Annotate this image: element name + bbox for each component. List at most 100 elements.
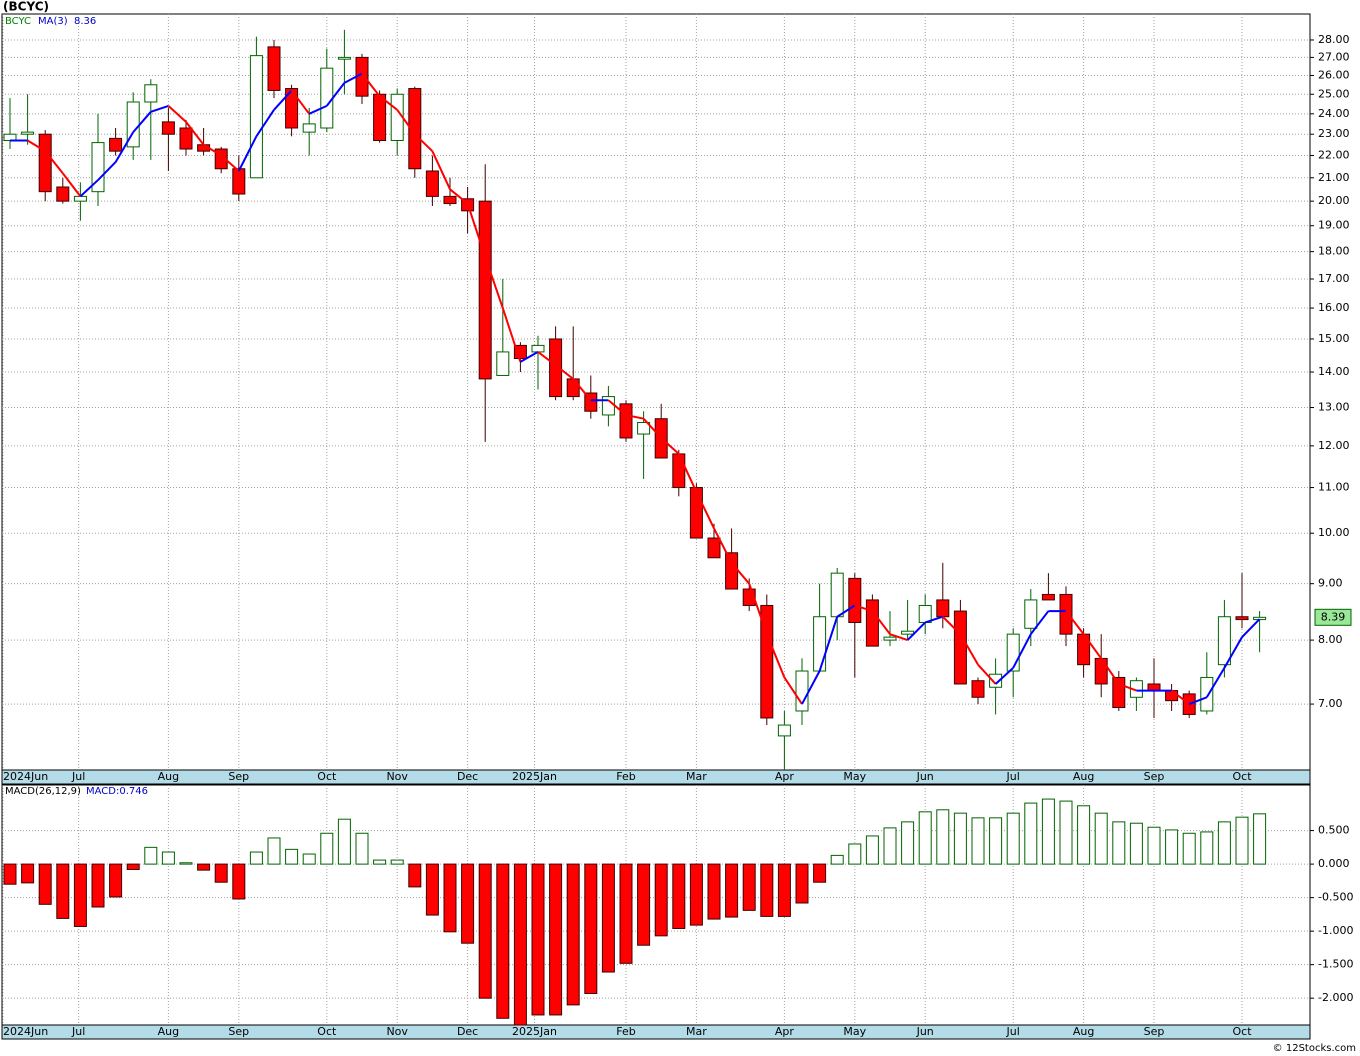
macd-bar xyxy=(425,863,439,916)
macd-bar xyxy=(830,854,844,865)
y-tick-label: 24.00 xyxy=(1318,107,1350,120)
macd-bar xyxy=(637,863,651,946)
x-tick-label: May xyxy=(843,1025,866,1038)
candle-body xyxy=(813,616,827,672)
x-tick-label: Jul xyxy=(71,770,85,783)
ma-line-segment xyxy=(501,307,522,363)
candle-body xyxy=(848,577,862,623)
ma-line-segment xyxy=(801,670,821,705)
macd-bar xyxy=(1147,826,1161,865)
candle-body xyxy=(883,636,897,641)
x-tick-label: Jul xyxy=(71,1025,85,1038)
macd-bar xyxy=(91,863,105,908)
y-tick-label: 13.00 xyxy=(1318,401,1350,414)
macd-bar xyxy=(267,837,281,865)
macd-bar xyxy=(1006,812,1020,865)
candle-body xyxy=(1112,676,1126,709)
ma-line-segment xyxy=(660,437,680,455)
ma-line-segment xyxy=(1012,633,1032,669)
candle-body xyxy=(390,93,404,141)
macd-bar xyxy=(337,818,351,865)
ma-line-segment xyxy=(906,621,926,641)
candle-body xyxy=(179,127,193,150)
ma-line-segment xyxy=(203,143,222,157)
candle-body xyxy=(38,133,52,193)
ma-line-segment xyxy=(44,150,64,174)
candle-body xyxy=(73,195,87,202)
candle-body xyxy=(1217,616,1231,666)
macd-bar xyxy=(601,863,615,973)
ma-line-segment xyxy=(273,89,293,111)
candle-body xyxy=(109,137,123,152)
x-tick-label: Apr xyxy=(775,1025,795,1038)
macd-bar xyxy=(1235,816,1249,865)
ma-line-segment xyxy=(290,89,310,115)
ma-line-segment xyxy=(27,139,46,153)
ma-line-segment xyxy=(185,121,205,146)
x-tick-label: Mar xyxy=(686,770,707,783)
macd-bar xyxy=(1165,829,1179,865)
ma-line-segment xyxy=(414,133,434,152)
macd-bar xyxy=(21,863,35,884)
x-tick-label: 2024Jun xyxy=(3,770,48,783)
candle-body xyxy=(531,344,545,353)
copyright: © 12Stocks.com xyxy=(1273,1043,1356,1054)
candle-body xyxy=(320,67,334,129)
macd-bar xyxy=(373,859,387,865)
y-tick-label: 10.00 xyxy=(1318,526,1350,539)
x-tick-label: Nov xyxy=(386,770,408,783)
candle-body xyxy=(478,200,492,380)
macd-bar xyxy=(320,832,334,865)
macd-bar xyxy=(707,863,721,920)
ma-line-segment xyxy=(765,633,786,678)
x-tick-label: 2025Jan xyxy=(512,770,557,783)
candle-body xyxy=(689,487,703,539)
y-tick-label: 9.00 xyxy=(1318,577,1343,590)
macd-bar xyxy=(865,835,879,865)
macd-bar xyxy=(73,863,87,927)
x-tick-label: May xyxy=(843,770,866,783)
x-tick-label: Feb xyxy=(616,770,635,783)
candle-body xyxy=(425,170,439,197)
y-tick-label: 17.00 xyxy=(1318,272,1350,285)
macd-bar xyxy=(936,809,950,865)
candle-body xyxy=(549,338,563,398)
macd-bar xyxy=(971,817,985,865)
ma-line-segment xyxy=(396,109,416,135)
ma-line-segment xyxy=(343,72,363,84)
macd-bar xyxy=(408,863,422,888)
macd-bar xyxy=(742,863,756,911)
candle-body xyxy=(267,46,281,91)
x-axis-band xyxy=(1,769,1311,785)
ma-line-segment xyxy=(114,131,135,163)
x-tick-label: Feb xyxy=(616,1025,635,1038)
ma-line-segment xyxy=(1100,657,1120,685)
x-tick-label: Aug xyxy=(1073,1025,1094,1038)
candle-body xyxy=(777,724,791,737)
ma-line-segment xyxy=(1118,683,1137,692)
y-tick-label: 11.00 xyxy=(1318,481,1350,494)
x-tick-label: Jun xyxy=(916,770,934,783)
ma-line-segment xyxy=(854,604,873,613)
macd-bar xyxy=(953,812,967,865)
x-tick-label: Oct xyxy=(317,1025,337,1038)
macd-bar xyxy=(795,863,809,904)
ma-value: 8.36 xyxy=(74,16,96,27)
x-tick-label: Sep xyxy=(228,770,249,783)
candle-body xyxy=(953,610,967,685)
macd-bar xyxy=(901,821,915,865)
ma-line-segment xyxy=(1030,610,1050,635)
candle-body xyxy=(1165,690,1179,702)
y-tick-label: 7.00 xyxy=(1318,697,1343,710)
ma-line-segment xyxy=(1188,696,1208,706)
x-tick-label: Sep xyxy=(1144,1025,1165,1038)
ma-line-segment xyxy=(167,105,187,123)
macd-bar xyxy=(249,851,263,865)
ma-line-segment xyxy=(150,104,169,113)
ma-line-segment xyxy=(237,135,258,172)
y-tick-label: 14.00 xyxy=(1318,365,1350,378)
macd-bar xyxy=(689,863,703,926)
ma-line-segment xyxy=(537,351,557,367)
ma-line-segment xyxy=(994,667,1014,685)
